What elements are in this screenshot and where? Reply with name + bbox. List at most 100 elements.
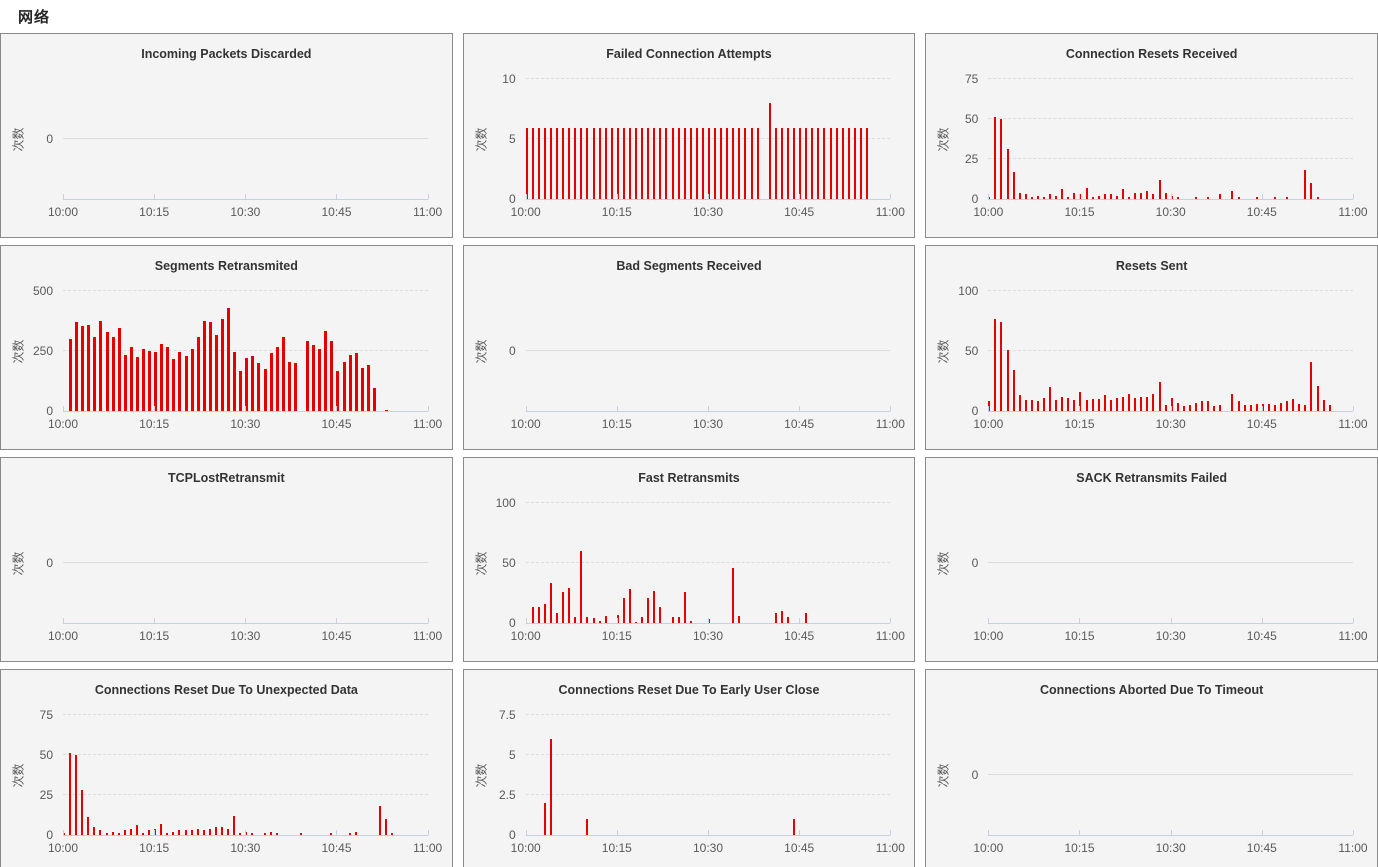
plot-area: 0 10:00 10:15 10:30 10:45 11:00	[46, 503, 442, 643]
bar	[1049, 387, 1052, 411]
plot-area: 0 25 50 75 10:00 10:15 10:30 10:45 11:00	[40, 708, 443, 855]
page-header: 网络	[0, 0, 1378, 33]
bar	[275, 833, 278, 835]
y-tick-label: 0	[971, 192, 979, 206]
y-axis-title: 次数	[11, 762, 26, 788]
x-tick-label: 10:15	[139, 629, 170, 643]
chart-panel: Connections Aborted Due To Timeout 次数 0 1…	[925, 669, 1378, 867]
bar	[1030, 197, 1033, 199]
x-tick	[245, 830, 247, 835]
y-tick-label: 0	[508, 828, 516, 842]
bar	[148, 351, 152, 411]
y-tick-label: 0	[971, 556, 979, 570]
bar	[75, 322, 79, 411]
plot-area: 0 250 500 10:00 10:15 10:30 10:45 11:00	[33, 284, 442, 431]
bar	[1176, 402, 1179, 411]
y-axis-title-wrap: 次数	[932, 79, 954, 199]
chart-panel: Connection Resets Received 次数 0 25 50 75 10:…	[925, 33, 1378, 238]
bar	[671, 128, 674, 199]
bar	[707, 619, 710, 623]
x-tick-label: 11:00	[875, 841, 905, 855]
bar	[214, 335, 218, 411]
bar	[774, 613, 777, 623]
x-tick	[427, 830, 429, 835]
x-tick-label: 10:15	[601, 205, 632, 219]
x-tick	[1352, 830, 1354, 835]
bar	[793, 128, 796, 199]
y-gridline	[63, 138, 428, 139]
bar	[391, 833, 394, 835]
x-tick-label: 10:30	[692, 841, 723, 855]
bar	[257, 363, 261, 411]
y-axis-title: 次数	[936, 550, 951, 576]
x-tick	[707, 406, 709, 411]
bar	[233, 352, 237, 411]
bar	[1292, 399, 1295, 411]
chart-title: Segments Retransmited	[154, 259, 298, 273]
bar	[208, 828, 211, 835]
bar	[1261, 403, 1264, 411]
y-gridline	[988, 118, 1353, 120]
bar	[707, 128, 710, 199]
x-tick-label: 10:45	[1246, 841, 1277, 855]
bar	[677, 617, 680, 623]
bar	[1006, 349, 1009, 411]
x-tick	[154, 406, 156, 411]
bar	[227, 828, 230, 835]
y-tick-label: 25	[964, 152, 979, 167]
bar	[172, 831, 175, 835]
y-axis-title-wrap: 次数	[7, 715, 29, 835]
bar	[123, 354, 127, 411]
bar	[239, 833, 242, 835]
y-axis-title-wrap: 次数	[932, 715, 954, 835]
bar	[622, 597, 625, 623]
x-tick	[616, 618, 618, 623]
bar	[556, 128, 559, 199]
bar	[233, 815, 236, 835]
bar	[129, 828, 132, 835]
y-tick-label: 100	[495, 496, 516, 510]
y-gridline	[988, 290, 1353, 291]
bar	[281, 336, 285, 411]
bar	[1310, 361, 1313, 411]
bar	[780, 128, 783, 199]
bar	[293, 363, 297, 411]
y-gridline	[63, 562, 428, 563]
x-tick	[1170, 194, 1172, 199]
y-axis-title-wrap: 次数	[7, 503, 29, 623]
bar	[81, 325, 85, 411]
bar	[1055, 400, 1058, 411]
x-tick	[1261, 830, 1263, 835]
bar	[549, 128, 552, 199]
bar	[1036, 195, 1039, 199]
bar	[1030, 400, 1033, 411]
x-tick	[336, 406, 338, 411]
plot-area: 0 50 100 10:00 10:15 10:30 10:45 11:00	[496, 496, 905, 643]
bar	[93, 336, 97, 411]
x-tick-label: 10:45	[321, 629, 352, 643]
bar	[780, 611, 783, 623]
bar	[1237, 401, 1240, 411]
chart-title: Connections Aborted Due To Timeout	[1039, 683, 1264, 697]
x-tick-label: 10:15	[601, 417, 632, 431]
bar	[543, 128, 546, 199]
bar	[811, 128, 814, 199]
x-tick	[799, 830, 801, 835]
bar	[604, 128, 607, 199]
x-tick	[154, 194, 156, 199]
x-tick	[427, 406, 429, 411]
bar	[239, 371, 243, 411]
bar	[1085, 400, 1088, 411]
chart-panel: SACK Retransmits Failed 次数 0 10:00 10:15 10…	[925, 457, 1378, 662]
y-axis-title-wrap: 次数	[470, 715, 492, 835]
chart-panel: Connections Reset Due To Early User Clos…	[462, 669, 916, 867]
bar	[1067, 197, 1070, 199]
bar	[1128, 197, 1131, 199]
bar	[628, 589, 631, 623]
bar	[1000, 322, 1003, 411]
x-tick-label: 10:00	[47, 205, 79, 219]
y-axis-title: 次数	[474, 550, 489, 576]
x-tick	[525, 406, 527, 411]
bar	[154, 828, 157, 835]
bar	[1115, 195, 1118, 199]
